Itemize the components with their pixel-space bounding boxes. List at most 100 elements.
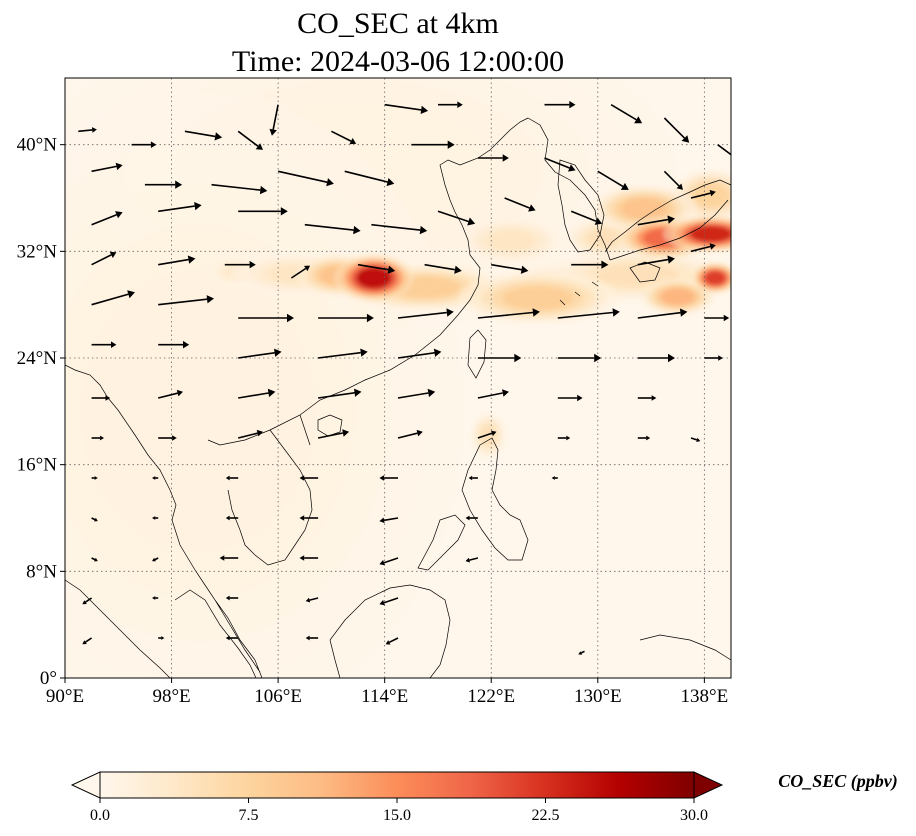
wind-vector-head	[667, 255, 675, 264]
x-tick-label: 122°E	[467, 686, 515, 707]
wind-vector-49	[637, 308, 688, 319]
wind-vector-65	[477, 389, 509, 399]
wind-vector-shaft	[597, 170, 624, 188]
wind-vector-head	[326, 178, 334, 187]
wind-vector-29	[570, 210, 603, 225]
wind-vector-93	[299, 555, 319, 561]
wind-vector-head	[465, 557, 470, 563]
wind-vector-19	[544, 157, 576, 172]
wind-vector-shaft	[397, 311, 447, 319]
wind-vector-head	[502, 154, 509, 162]
x-tick-label: 106°E	[254, 686, 302, 707]
x-tick-label: 130°E	[574, 686, 622, 707]
wind-vector-head	[152, 516, 156, 520]
wind-vector-head	[187, 255, 196, 264]
wind-vector-head	[514, 353, 522, 363]
wind-vector-72	[397, 429, 423, 439]
wind-vector-head	[304, 265, 310, 272]
wind-vector-shaft	[331, 130, 352, 142]
wind-vector-head	[676, 183, 683, 190]
wind-vector-head	[681, 135, 690, 143]
concentration-plume-7	[586, 228, 623, 248]
wind-vector-26	[371, 223, 428, 235]
wind-vectors	[78, 100, 731, 655]
map-frame	[64, 77, 732, 679]
wind-vector-8	[544, 100, 576, 109]
wind-vector-shaft	[154, 557, 159, 561]
wind-vector-head	[175, 180, 183, 189]
wind-vector-shaft	[184, 130, 216, 138]
concentration-plume-18	[356, 267, 392, 289]
wind-vector-head	[502, 389, 509, 397]
wind-vector-head	[354, 388, 362, 397]
wind-vector-head	[152, 557, 156, 562]
wind-vector-18	[477, 154, 509, 162]
wind-vector-head	[385, 640, 391, 645]
wind-vector-shaft	[309, 597, 319, 601]
wind-vector-head	[667, 215, 675, 224]
wind-vector-shaft	[158, 298, 208, 306]
wind-vector-shaft	[317, 392, 355, 399]
wind-vector-head	[646, 435, 651, 441]
wind-vector-head	[225, 635, 230, 641]
wind-vector-37	[424, 263, 462, 274]
wind-vector-head	[566, 435, 571, 441]
wind-vector-86	[225, 515, 239, 521]
wind-vector-shaft	[504, 197, 530, 209]
concentration-plume-14	[661, 288, 695, 305]
wind-vector-0	[78, 127, 97, 133]
colorbar-extend-max	[693, 771, 724, 799]
wind-vector-102	[158, 636, 165, 640]
wind-vector-79	[225, 475, 239, 481]
wind-vector-13	[144, 180, 183, 189]
coastline-japan	[604, 179, 731, 283]
wind-vector-63	[317, 388, 362, 399]
wind-vector-101	[82, 637, 93, 645]
wind-vector-shaft	[580, 650, 585, 654]
concentration-plume-4	[487, 230, 535, 252]
wind-vector-17	[411, 140, 455, 149]
wind-vector-shaft	[397, 392, 429, 399]
wind-vector-shaft	[371, 223, 421, 231]
x-tick-label: 138°E	[681, 686, 729, 707]
wind-vector-shaft	[238, 432, 258, 439]
wind-vector-shaft	[610, 104, 637, 121]
wind-vector-36	[357, 263, 396, 274]
wind-vector-55	[397, 348, 442, 359]
wind-vector-87	[299, 515, 319, 521]
wind-vector-15	[277, 170, 334, 187]
wind-vector-head	[259, 185, 268, 195]
wind-vector-82	[468, 475, 478, 481]
wind-vector-1	[131, 141, 157, 148]
wind-vector-shaft	[477, 432, 493, 439]
wind-vector-head	[299, 515, 305, 521]
wind-vector-head	[299, 475, 305, 481]
wind-vector-11	[717, 144, 731, 156]
wind-vector-head	[225, 595, 230, 601]
wind-vector-head	[679, 308, 688, 317]
wind-vector-46	[397, 308, 454, 319]
wind-vector-head	[287, 313, 294, 323]
colorbar-tick-label: 0.0	[90, 807, 110, 824]
y-tick-label: 16°N	[17, 455, 58, 476]
wind-vector-shaft	[78, 129, 93, 133]
wind-vector-shaft	[237, 130, 259, 147]
wind-vector-head	[94, 557, 98, 562]
wind-vector-21	[663, 170, 683, 190]
wind-vector-shaft	[491, 263, 522, 271]
coastline-asia	[65, 117, 611, 678]
wind-vector-shaft	[238, 352, 275, 359]
wind-vector-head	[709, 189, 716, 197]
wind-vector-head	[594, 217, 603, 225]
wind-vector-14	[211, 183, 268, 195]
wind-vector-77	[91, 476, 98, 480]
wind-vector-60	[91, 395, 111, 401]
wind-vector-28	[504, 197, 536, 212]
wind-vector-59	[704, 355, 723, 361]
wind-vector-head	[468, 475, 473, 481]
coastline-ryukyu	[559, 281, 599, 306]
wind-vector-2	[184, 130, 223, 141]
wind-vector-head	[225, 475, 230, 481]
wind-vector-104	[305, 635, 319, 641]
wind-vector-106	[578, 650, 585, 655]
